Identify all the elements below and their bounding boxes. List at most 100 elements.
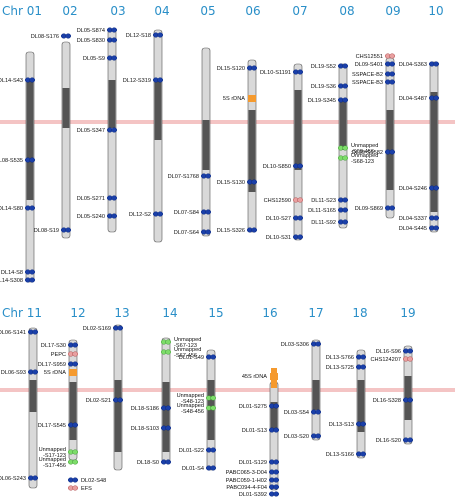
chromosome-dark-region-04 — [154, 80, 162, 140]
marker-dot-chs12551-right — [389, 53, 396, 59]
chromosome-dark-region-19 — [404, 376, 412, 420]
marker-dot-unmapped-s67-456-right — [165, 349, 172, 355]
chromosome-dark-region-11 — [29, 380, 37, 412]
marker-dot-dl05-s830-right — [111, 37, 118, 43]
marker-label-dl13-s725: DL13-S725 — [326, 365, 354, 371]
marker-dot-dl14-s80-right — [29, 205, 36, 211]
marker-label-unmapped-s17-123: Unmapped — [39, 447, 66, 453]
marker-label-unmapped-s17-456: Unmapped — [39, 457, 66, 463]
marker-dot-dl18-s186-right — [165, 405, 172, 411]
marker-dot-unmapped-s48-123-right — [210, 395, 217, 401]
marker-label-unmapped-s48-123-line2: -S48-123 — [181, 399, 204, 405]
marker-label-dl08-s535: DL08-S535 — [0, 158, 23, 164]
chromosome-label-07: 07 — [292, 4, 307, 18]
marker-dot-dl15-s326-right — [251, 227, 258, 233]
chromosome-label-11: Chr 11 — [2, 306, 42, 320]
marker-dot-dl07-s1768-right — [205, 173, 212, 179]
chromosome-label-08: 08 — [339, 4, 354, 18]
marker-label-sspace-b2: SSPACE-B2 — [352, 72, 383, 78]
marker-label-dl06-s93: DL06-S93 — [1, 370, 26, 376]
chromosome-dark-region-09 — [386, 110, 394, 190]
marker-dot-dl05-s9-right — [111, 55, 118, 61]
marker-label-unmapped-s67-123: Unmapped — [174, 337, 201, 343]
marker-dot-efs-right — [72, 485, 79, 491]
marker-label-dl15-s326: DL15-S326 — [217, 228, 245, 234]
chromosome-label-14: 14 — [162, 306, 177, 320]
marker-label-dl11-s92: DL11-S92 — [311, 220, 336, 226]
marker-label-dl05-s271: DL05-S271 — [77, 196, 105, 202]
marker-label-dl03-s20: DL03-S20 — [284, 434, 309, 440]
chromosome-label-03: 03 — [110, 4, 125, 18]
marker-label-unmapped-s68-123: Unmapped — [351, 153, 378, 159]
rdna-site-5s-rdna — [248, 95, 256, 102]
marker-dot-dl07-s64-right — [205, 229, 212, 235]
marker-label-dl10-s31: DL10-S31 — [266, 235, 291, 241]
marker-label-dl15-s130: DL15-S130 — [217, 180, 245, 186]
marker-dot-dl13-s725-right — [360, 364, 367, 370]
marker-dot-dl01-s275-right — [273, 403, 280, 409]
marker-dot-chs12590-right — [297, 197, 304, 203]
marker-label-5s-rdna: 5S rDNA — [44, 370, 66, 376]
marker-label-dl11-s165: DL11-S165 — [308, 208, 336, 214]
marker-label-dl01-s275: DL01-S275 — [239, 404, 267, 410]
marker-label-pabc059-1-h02: PABC059-1-H02 — [226, 478, 267, 484]
chromosome-label-12: 12 — [70, 306, 85, 320]
marker-dot-dl04-s246-right — [433, 185, 440, 191]
chromosome-label-13: 13 — [114, 306, 129, 320]
chromosome-dark-region-15 — [207, 380, 215, 440]
marker-dot-dl04-s363-right — [433, 61, 440, 67]
marker-label-dl04-s363: DL04-S363 — [399, 62, 427, 68]
marker-dot-dl19-s345-right — [342, 97, 349, 103]
marker-dot-dl05-s240-right — [111, 213, 118, 219]
marker-dot-dl01-s392-right — [273, 491, 280, 497]
marker-dot-pabc059-1-h02-right — [273, 477, 280, 483]
marker-dot-dl08-s19-right — [65, 227, 72, 233]
marker-label-dl01-s392: DL01-S392 — [239, 492, 267, 498]
marker-label-dl10-s1191: DL10-S1191 — [260, 70, 291, 76]
marker-label-dl07-s64: DL07-S64 — [174, 230, 199, 236]
marker-label-dl01-s129: DL01-S129 — [239, 460, 267, 466]
marker-dot-dl10-s1191-right — [297, 69, 304, 75]
marker-dot-dl18-s103-right — [165, 425, 172, 431]
marker-label-dl09-s869: DL09-S869 — [355, 206, 383, 212]
marker-dot-dl01-s13-right — [273, 427, 280, 433]
marker-dot-dl13-s766-right — [360, 354, 367, 360]
marker-label-dl05-s240: DL05-S240 — [77, 214, 105, 220]
marker-dot-sspace-b2-right — [389, 71, 396, 77]
marker-label-dl04-s337: DL04-S337 — [399, 216, 427, 222]
marker-label-dl14-s43: DL14-S43 — [0, 78, 23, 84]
chromosome-dark-region-03 — [108, 80, 116, 128]
marker-label-pepc: PEPC — [51, 352, 66, 358]
marker-label-dl13-s13: DL13-S13 — [329, 422, 354, 428]
marker-dot-dl01-s4-right — [210, 465, 217, 471]
marker-dot-dl19-s52-right — [342, 63, 349, 69]
marker-label-dl11-s23: DL11-S23 — [311, 198, 336, 204]
chromosome-body-02 — [61, 41, 71, 239]
marker-dot-dl08-s535-right — [29, 157, 36, 163]
marker-label-dl01-s49: DL01-S49 — [179, 355, 204, 361]
marker-dot-dl04-s445-right — [433, 225, 440, 231]
chromosome-dark-region-07 — [294, 90, 302, 170]
marker-label-unmapped-s68-456-line2: -S68-456 — [351, 149, 374, 155]
marker-label-dl02-s169: DL02-S169 — [83, 326, 111, 332]
chromosome-label-10: 10 — [428, 4, 443, 18]
rdna-site-5s-rdna — [69, 369, 77, 376]
chromosome-label-18: 18 — [352, 306, 367, 320]
marker-dot-dl02-s169-right — [117, 325, 124, 331]
marker-dot-dl01-s129-right — [273, 459, 280, 465]
marker-label-dl07-s84: DL07-S84 — [174, 210, 199, 216]
marker-label-dl16-s328: DL16-S328 — [373, 398, 401, 404]
marker-label-dl12-s319: DL12-S319 — [123, 78, 151, 84]
marker-dot-dl11-s23-right — [342, 197, 349, 203]
marker-dot-dl07-s84-right — [205, 209, 212, 215]
marker-label-dl02-s21: DL02-S21 — [86, 398, 111, 404]
chromosome-dark-region-05 — [202, 120, 210, 170]
chromosome-label-19: 19 — [400, 306, 415, 320]
marker-label-dl18-s103: DL18-S103 — [131, 426, 159, 432]
marker-dot-dl09-s1582-right — [389, 149, 396, 155]
marker-label-dl19-s36: DL19-S36 — [311, 84, 336, 90]
marker-label-dl05-s9: DL05-S9 — [83, 56, 105, 62]
chromosome-dark-region-01 — [26, 80, 34, 200]
centromere-guide-line-bottom — [0, 388, 455, 392]
marker-dot-chs124207-right — [407, 356, 414, 362]
